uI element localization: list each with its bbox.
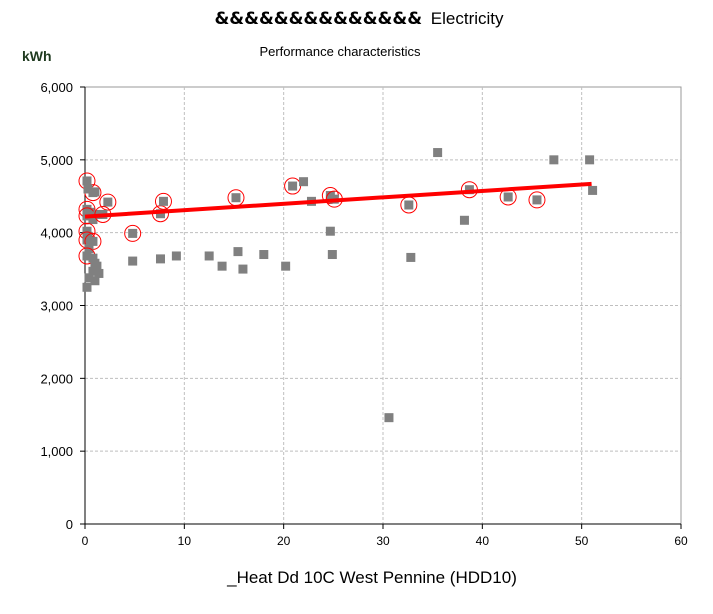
x-axis-label: _Heat Dd 10C West Pennine (HDD10) xyxy=(226,568,517,587)
data-point xyxy=(82,176,92,186)
data-point xyxy=(327,250,337,260)
data-point xyxy=(585,155,595,165)
y-tick-label: 1,000 xyxy=(40,444,73,459)
data-point xyxy=(549,155,559,165)
data-point xyxy=(217,261,227,271)
chart-title-prefix: &&&&&&&&&&&&&& xyxy=(214,9,422,29)
y-tick-label: 3,000 xyxy=(40,299,73,314)
data-point xyxy=(94,268,104,278)
data-point xyxy=(158,196,168,206)
data-point xyxy=(204,251,214,261)
data-point xyxy=(588,185,598,195)
data-point xyxy=(281,261,291,271)
data-point xyxy=(82,282,92,292)
data-point xyxy=(128,256,138,266)
data-point xyxy=(88,253,98,263)
data-point xyxy=(433,148,443,158)
data-point xyxy=(532,195,542,205)
data-point xyxy=(404,200,414,210)
x-tick-label: 60 xyxy=(674,534,688,548)
data-point xyxy=(103,197,113,207)
highlight-circle xyxy=(124,224,142,242)
data-point xyxy=(259,250,269,260)
data-point xyxy=(88,266,98,276)
y-tick-label: 5,000 xyxy=(40,153,73,168)
data-point xyxy=(82,235,92,245)
data-point xyxy=(171,251,181,261)
y-tick-label: 0 xyxy=(66,517,73,532)
x-tick-label: 40 xyxy=(476,534,490,548)
tick-labels: 0 10 20 30 40 50 60 0 1,000 2,000 3,000 4,000 5,000 6… xyxy=(40,80,688,548)
trendline xyxy=(84,181,592,219)
data-point xyxy=(233,247,243,257)
x-tick-label: 30 xyxy=(376,534,390,548)
y-tick-label: 4,000 xyxy=(40,226,73,241)
highlight-circle xyxy=(99,193,117,211)
data-point xyxy=(464,185,474,195)
axes xyxy=(80,86,682,529)
y-axis-label: kWh xyxy=(22,48,52,64)
data-point xyxy=(83,184,93,194)
chart-title-text: Electricity xyxy=(431,9,504,28)
data-point xyxy=(231,193,241,203)
data-point xyxy=(82,226,92,236)
data-point xyxy=(84,273,94,283)
trendline-layer xyxy=(84,181,592,219)
data-point xyxy=(90,276,100,286)
data-point xyxy=(325,226,335,236)
data-point xyxy=(288,181,298,191)
data-point xyxy=(88,215,98,225)
data-point xyxy=(82,251,92,261)
x-tick-label: 0 xyxy=(82,534,89,548)
y-tick-label: 6,000 xyxy=(40,80,73,95)
data-point xyxy=(299,177,309,187)
x-tick-label: 20 xyxy=(277,534,291,548)
data-point xyxy=(88,236,98,246)
data-point xyxy=(503,192,513,202)
data-point xyxy=(128,228,138,238)
y-tick-label: 2,000 xyxy=(40,371,73,386)
chart-subtitle: Performance characteristics xyxy=(259,44,421,59)
data-point xyxy=(92,261,102,271)
data-point xyxy=(459,215,469,225)
data-point xyxy=(90,187,100,197)
data-point xyxy=(238,264,248,274)
data-point xyxy=(406,252,416,262)
chart-title: &&&&&&&&&&&&&& Electricity xyxy=(214,9,504,29)
data-point xyxy=(155,254,165,264)
highlight-circle xyxy=(154,192,172,210)
gridlines xyxy=(85,87,681,524)
x-tick-label: 10 xyxy=(178,534,192,548)
highlight-circle xyxy=(528,191,546,209)
x-tick-label: 50 xyxy=(575,534,589,548)
data-point xyxy=(384,413,394,423)
